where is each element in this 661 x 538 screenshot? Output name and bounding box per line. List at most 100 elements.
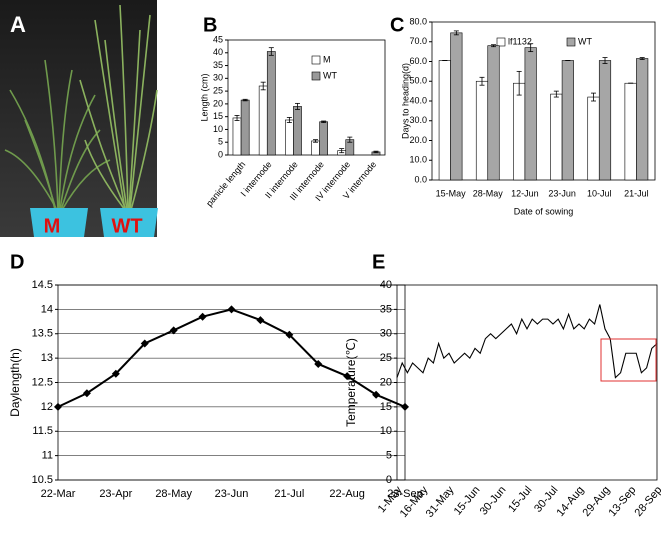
- y-tick-label: 20: [380, 376, 392, 388]
- legend-swatch: [311, 55, 321, 65]
- x-tick-label: 13-Sep: [607, 484, 639, 519]
- bar: [524, 47, 537, 181]
- marker: [169, 326, 178, 335]
- marker: [285, 330, 294, 339]
- error-bar: [528, 43, 534, 53]
- bar: [285, 119, 294, 156]
- y-tick-label: 0: [218, 149, 223, 159]
- chart: E0510152025303540Temperature(℃)1-May16-M…: [344, 251, 661, 520]
- bar: [240, 99, 250, 156]
- error-bar: [479, 76, 485, 86]
- highlight-box: [600, 338, 657, 382]
- legend-label: M: [323, 54, 331, 64]
- panel-label: C: [390, 14, 404, 36]
- bar: [311, 140, 320, 156]
- bar: [561, 60, 574, 181]
- plant-left: [4, 59, 111, 211]
- bar: [232, 117, 242, 156]
- photo-panel: A M WT: [0, 0, 158, 237]
- plot-frame: [396, 284, 658, 481]
- marker: [140, 339, 149, 348]
- y-tick-label: 20.0: [409, 135, 427, 145]
- y-tick-label: 35: [380, 303, 392, 315]
- bar: [319, 121, 328, 156]
- panel-label: B: [203, 14, 217, 36]
- y-tick-label: 5: [386, 450, 392, 462]
- error-bar: [321, 120, 327, 123]
- marker: [82, 389, 91, 398]
- x-tick-label: 22-Mar: [41, 488, 76, 500]
- x-tick-label: 23-Jun: [548, 188, 576, 198]
- error-bar: [590, 92, 596, 102]
- line: [396, 304, 658, 379]
- plot-frame: [431, 21, 656, 181]
- y-tick-label: 11: [42, 450, 53, 462]
- y-tick-label: 30: [380, 328, 392, 340]
- y-tick-label: 30: [213, 73, 223, 83]
- photo-label: M: [44, 215, 61, 237]
- error-bar: [491, 44, 497, 48]
- y-tick-label: 11.5: [32, 425, 53, 437]
- bar: [293, 106, 302, 156]
- y-tick-label: 12: [41, 401, 53, 413]
- y-tick-label: 0.0: [414, 174, 427, 184]
- x-tick-label: 15-May: [436, 188, 467, 198]
- error-bar: [516, 70, 522, 96]
- marker: [111, 369, 120, 378]
- y-tick-label: 25: [380, 352, 392, 364]
- y-axis-label: Length (cm): [199, 73, 209, 121]
- x-tick-label: 22-Aug: [329, 488, 364, 500]
- panel-label: A: [10, 12, 26, 37]
- bar: [513, 82, 526, 181]
- y-tick-label: 25: [213, 85, 223, 95]
- x-tick-label: 15-Jul: [506, 484, 534, 515]
- panel-label: D: [10, 251, 24, 273]
- legend-swatch: [566, 37, 576, 47]
- x-tick-label: 23-Apr: [99, 488, 132, 500]
- y-tick-label: 12.5: [32, 376, 53, 388]
- legend-swatch: [496, 37, 506, 47]
- x-axis-label: Date of sowing: [514, 206, 574, 216]
- error-bar: [602, 57, 608, 64]
- pot-left: [30, 208, 88, 237]
- x-tick-label: 28-May: [155, 488, 192, 500]
- bar: [636, 58, 649, 181]
- bar: [587, 96, 600, 181]
- y-tick-label: 14.5: [32, 279, 53, 291]
- y-tick-label: 14: [41, 303, 53, 315]
- legend-swatch: [311, 71, 321, 81]
- panel-label: E: [372, 251, 385, 273]
- error-bar: [553, 90, 559, 98]
- bar: [487, 45, 500, 181]
- bar: [475, 80, 489, 181]
- y-tick-label: 13: [41, 352, 53, 364]
- photo-label: WT: [111, 215, 142, 237]
- bar: [624, 82, 637, 181]
- chart: B 0 5 10 15 20 25 30 35 40 45 Length (cm) panicle le…: [199, 14, 386, 208]
- y-tick-label: 45: [213, 34, 223, 44]
- y-tick-label: 30.0: [409, 115, 427, 125]
- x-tick-label: 12-Jun: [511, 188, 539, 198]
- plot-frame: [227, 39, 386, 156]
- legend-label: WT: [323, 70, 337, 80]
- bar: [598, 60, 612, 181]
- error-bar: [242, 98, 248, 102]
- y-axis-label: Days to heading(d): [400, 63, 410, 139]
- error-bar: [286, 117, 292, 123]
- marker: [227, 305, 236, 314]
- x-tick-label: 14-Aug: [555, 484, 587, 519]
- x-tick-label: 10-Jul: [587, 188, 612, 198]
- y-tick-label: 13.5: [32, 328, 53, 340]
- legend-label: WT: [578, 36, 592, 46]
- x-tick-label: 15-Jun: [452, 484, 483, 517]
- error-bar: [294, 102, 300, 110]
- plot-frame: [57, 284, 406, 481]
- y-axis-label: Daylength(h): [8, 348, 22, 417]
- y-tick-label: 15: [380, 401, 392, 413]
- bar: [266, 51, 276, 156]
- y-tick-label: 50.0: [409, 76, 427, 86]
- x-tick-label: 23-Jun: [215, 488, 249, 500]
- marker: [314, 359, 323, 368]
